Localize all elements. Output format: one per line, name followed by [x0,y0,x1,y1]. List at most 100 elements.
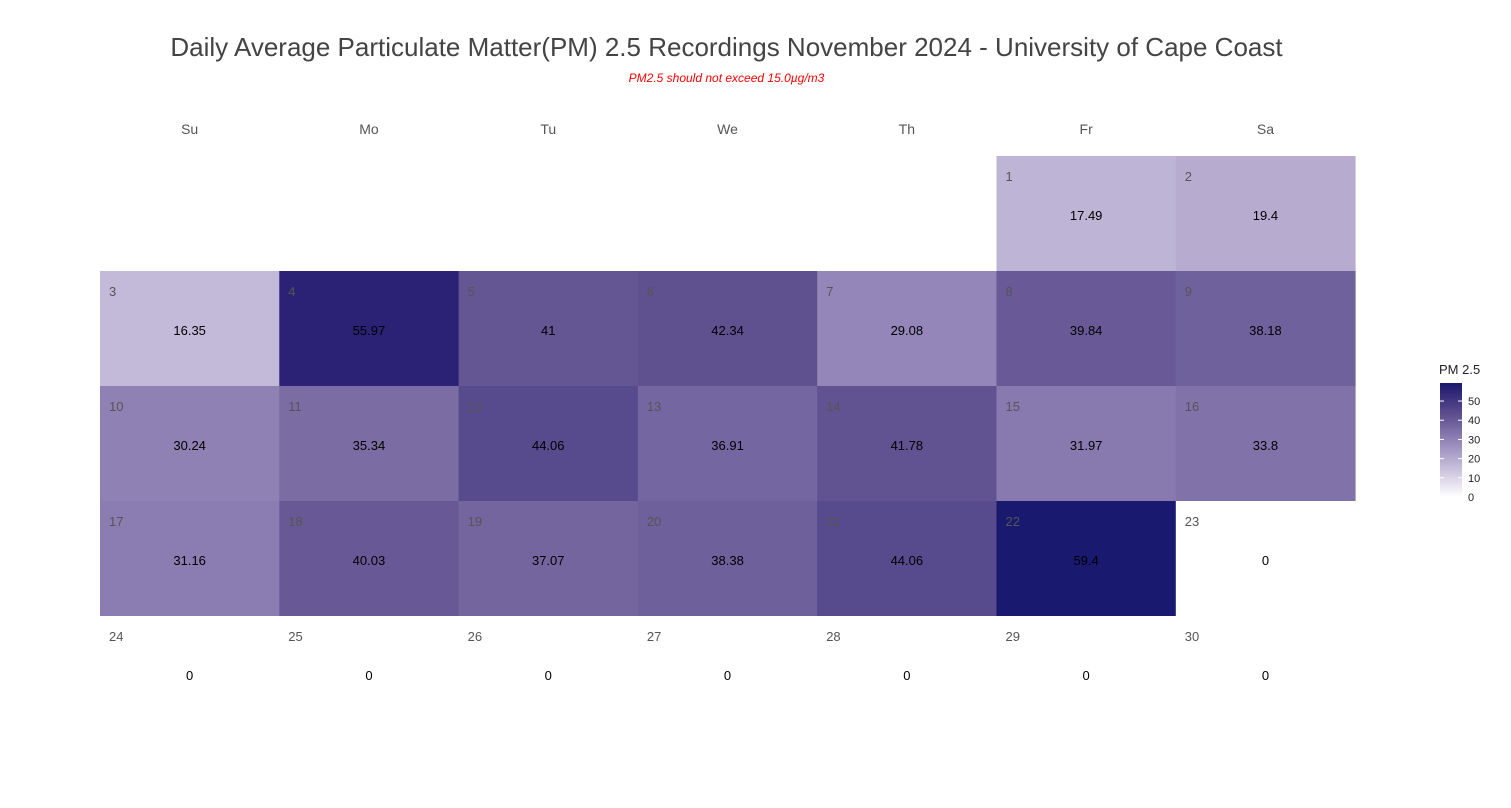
day-cell [1175,616,1356,732]
day-value: 0 [1262,668,1269,683]
day-value: 31.16 [173,553,206,568]
day-number: 9 [1185,284,1192,299]
day-number: 8 [1006,284,1013,299]
day-value: 44.06 [891,553,924,568]
day-value: 33.8 [1253,438,1278,453]
legend-title: PM 2.5 [1439,362,1480,377]
day-number: 20 [647,514,661,529]
day-value: 0 [1083,668,1090,683]
day-value: 41.78 [891,438,924,453]
day-number: 19 [468,514,482,529]
day-cell [1175,271,1356,387]
day-cell [458,501,639,617]
day-value: 0 [1262,553,1269,568]
day-value: 16.35 [173,323,206,338]
day-value: 38.18 [1249,323,1282,338]
day-number: 29 [1006,629,1020,644]
day-value: 35.34 [353,438,386,453]
day-cell [279,501,460,617]
day-number: 5 [468,284,475,299]
day-value: 42.34 [711,323,744,338]
day-value: 0 [545,668,552,683]
day-number: 27 [647,629,661,644]
day-number: 13 [647,399,661,414]
weekday-label-sa: Sa [1257,121,1274,137]
chart-subtitle: PM2.5 should not exceed 15.0µg/m3 [628,71,825,85]
day-value: 0 [365,668,372,683]
day-value: 36.91 [711,438,744,453]
day-number: 30 [1185,629,1199,644]
day-number: 7 [826,284,833,299]
day-number: 25 [288,629,302,644]
day-value: 40.03 [353,553,386,568]
day-cell [817,616,997,732]
day-number: 15 [1006,399,1020,414]
day-cell [996,386,1177,502]
day-value: 38.38 [711,553,744,568]
day-cell [100,616,280,732]
day-number: 10 [109,399,123,414]
legend-tick-label: 20 [1468,454,1480,466]
day-cell [996,156,1177,272]
legend-tick-label: 0 [1468,492,1474,504]
day-cell [996,271,1177,387]
legend-tick-label: 10 [1468,473,1480,485]
weekday-label-tu: Tu [540,121,556,137]
weekday-label-su: Su [181,121,198,137]
day-cell [100,501,280,617]
day-number: 4 [288,284,295,299]
day-value: 0 [724,668,731,683]
day-cell [637,501,818,617]
day-number: 24 [109,629,123,644]
day-value: 44.06 [532,438,565,453]
day-value: 30.24 [173,438,206,453]
day-cell [1175,501,1356,617]
day-number: 11 [288,399,302,414]
day-value: 0 [186,668,193,683]
day-value: 41 [541,323,555,338]
day-cell [637,386,818,502]
day-number: 28 [826,629,840,644]
legend-tick-label: 40 [1468,415,1480,427]
day-cell [458,271,639,387]
day-number: 2 [1185,169,1192,184]
day-number: 3 [109,284,116,299]
day-number: 16 [1185,399,1199,414]
day-number: 21 [826,514,840,529]
day-cell [458,616,639,732]
day-cell [1175,156,1356,272]
day-number: 12 [468,399,482,414]
day-cell [279,616,460,732]
day-value: 31.97 [1070,438,1103,453]
day-value: 39.84 [1070,323,1103,338]
day-cell [279,386,460,502]
weekday-label-fr: Fr [1080,121,1094,137]
day-number: 22 [1006,514,1020,529]
day-cell [996,501,1177,617]
day-value: 19.4 [1253,208,1278,223]
day-cell [1175,386,1356,502]
day-number: 26 [468,629,482,644]
day-number: 1 [1006,169,1013,184]
day-cell [100,271,280,387]
day-number: 23 [1185,514,1199,529]
weekday-label-th: Th [899,121,915,137]
day-number: 17 [109,514,123,529]
day-cell [637,616,818,732]
day-cell [817,501,997,617]
day-cell [817,386,997,502]
day-cell [100,386,280,502]
day-value: 0 [903,668,910,683]
day-value: 37.07 [532,553,565,568]
legend-tick-label: 30 [1468,434,1480,446]
day-value: 17.49 [1070,208,1103,223]
day-cell [279,271,460,387]
day-cell [996,616,1177,732]
day-cell [458,386,639,502]
legend-tick-label: 50 [1468,396,1480,408]
day-value: 29.08 [891,323,924,338]
day-number: 14 [826,399,840,414]
day-cell [817,271,997,387]
chart-title: Daily Average Particulate Matter(PM) 2.5… [170,32,1283,62]
weekday-label-we: We [717,121,738,137]
